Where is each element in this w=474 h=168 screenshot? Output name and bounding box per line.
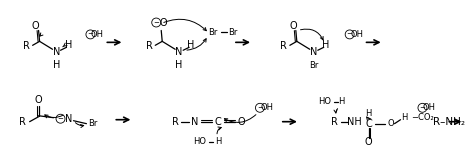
Text: N: N — [175, 47, 183, 57]
Text: −: − — [57, 116, 64, 122]
Text: −: − — [153, 19, 159, 26]
Text: Br: Br — [309, 61, 319, 70]
Text: OH: OH — [260, 103, 273, 112]
Text: HO: HO — [318, 97, 331, 106]
Text: R: R — [281, 41, 287, 51]
Text: R: R — [146, 41, 153, 51]
Text: N: N — [310, 47, 318, 57]
Text: HO: HO — [193, 137, 207, 146]
Text: −: − — [257, 105, 263, 111]
Text: N: N — [65, 114, 72, 124]
Text: −CO₂: −CO₂ — [411, 113, 434, 122]
Text: NH: NH — [347, 117, 362, 127]
Text: O: O — [365, 137, 373, 146]
Text: O: O — [387, 119, 394, 128]
Text: −: − — [419, 105, 425, 111]
Text: O: O — [159, 17, 167, 28]
Text: OH: OH — [350, 30, 363, 39]
Text: H: H — [175, 60, 183, 70]
Text: O: O — [32, 22, 39, 31]
Text: O: O — [289, 22, 297, 31]
Text: −: − — [347, 31, 353, 37]
Text: H: H — [338, 97, 345, 106]
Text: H: H — [187, 40, 195, 50]
Text: R–NH₂: R–NH₂ — [433, 117, 465, 127]
Text: −: − — [88, 31, 93, 37]
Text: N: N — [53, 47, 60, 57]
Text: R: R — [331, 117, 338, 127]
Text: H: H — [53, 60, 60, 70]
Text: C: C — [215, 117, 221, 127]
Text: H: H — [365, 109, 372, 118]
Text: H: H — [401, 113, 408, 122]
Text: OH: OH — [91, 30, 104, 39]
Text: O: O — [35, 95, 42, 105]
Text: Br: Br — [209, 28, 218, 37]
Text: H: H — [322, 40, 329, 50]
Text: R: R — [172, 117, 179, 127]
Text: R: R — [19, 117, 26, 127]
Text: OH: OH — [423, 103, 436, 112]
Text: Br: Br — [88, 119, 97, 128]
Text: H: H — [215, 137, 221, 146]
Text: O: O — [237, 117, 245, 127]
Text: R: R — [23, 41, 30, 51]
Text: Br: Br — [228, 28, 237, 37]
Text: H: H — [65, 40, 72, 50]
Text: N: N — [191, 117, 199, 127]
Text: C: C — [365, 119, 372, 129]
